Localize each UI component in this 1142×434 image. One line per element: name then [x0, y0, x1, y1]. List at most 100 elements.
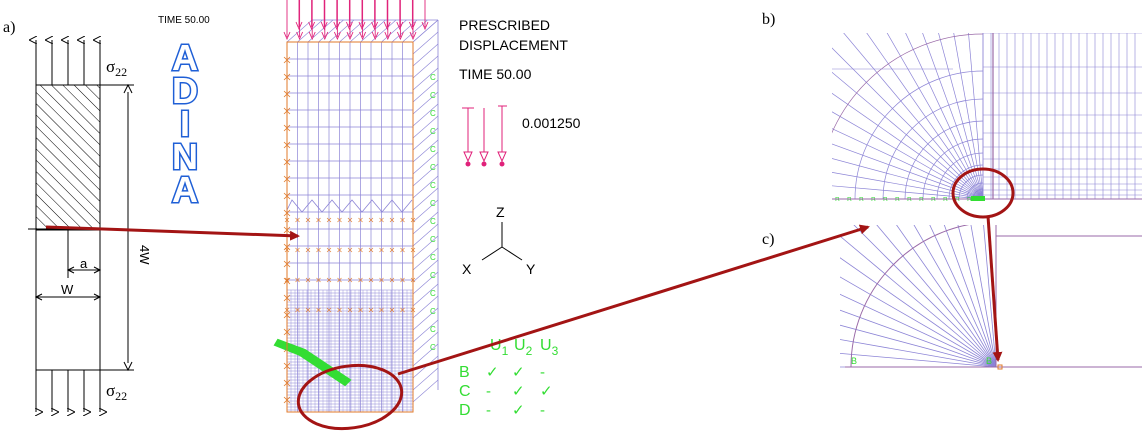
adina-logo-letter: A: [172, 37, 198, 78]
mesh-line: [412, 259, 439, 283]
mesh-line: [412, 139, 439, 163]
fixity-marker: C: [430, 217, 436, 226]
mesh-line: [339, 19, 365, 43]
load-arrowhead: [408, 21, 416, 31]
bc-row-label: C: [459, 383, 471, 400]
fixity-marker: C: [430, 253, 436, 262]
mesh-line: [853, 225, 997, 368]
mesh-line: [983, 225, 997, 368]
fixity-marker: C: [430, 289, 436, 298]
fixity-marker: C: [430, 109, 436, 118]
load-arrowhead: [396, 31, 404, 41]
fixity-marker: B: [883, 197, 888, 204]
mesh-line: [402, 19, 428, 43]
bc-marker: [295, 217, 300, 223]
bc-row-label: B: [459, 364, 470, 381]
bc-marker: [379, 307, 384, 313]
bc-marker: [295, 277, 300, 283]
bc-marker: [347, 307, 353, 313]
bc-header: U2: [514, 337, 533, 358]
mesh-line: [913, 225, 997, 368]
displacement-legend: PRESCRIBED DISPLACEMENT TIME 50.00 0.001…: [459, 17, 581, 167]
load-arrowhead: [320, 21, 328, 31]
bc-cell: -: [540, 402, 545, 419]
load-arrowhead: [371, 31, 379, 41]
bc-marker: [316, 307, 321, 313]
load-arrowhead: [308, 31, 316, 41]
mesh-line: [968, 33, 984, 200]
axes-triad: [481, 222, 523, 261]
load-arrowhead: [346, 31, 354, 41]
bc-cell: -: [540, 364, 545, 381]
crack-label: a: [80, 256, 88, 271]
fixity-marker: B: [859, 197, 864, 204]
mesh-line: [412, 355, 439, 379]
bc-marker: [347, 277, 353, 283]
mesh-line: [412, 175, 439, 199]
fixity-marker: B: [986, 356, 992, 366]
mesh-arc: [850, 225, 970, 368]
adina-logo-letter: A: [172, 169, 198, 210]
mesh-line: [840, 324, 997, 368]
mesh-arc: [882, 98, 984, 200]
mesh-line: [832, 71, 984, 200]
bc-marker: [326, 217, 332, 223]
bc-marker: [295, 307, 300, 313]
mesh-arc: [948, 164, 984, 200]
bc-marker: [326, 277, 332, 283]
load-arrowhead: [308, 21, 316, 31]
fixity-marker: C: [430, 181, 436, 190]
bc-marker: [326, 247, 332, 253]
legend-arrow-dot: [499, 161, 505, 167]
bc-marker: [295, 247, 300, 253]
bc-marker: [379, 217, 384, 223]
mesh-line: [412, 67, 439, 91]
load-arrowhead: [333, 31, 341, 41]
load-arrowhead: [333, 21, 341, 31]
fixity-marker: C: [430, 343, 436, 352]
stress-bottom-label: σ22: [106, 381, 127, 403]
load-arrowhead: [295, 21, 303, 31]
top-load-arrows: [36, 40, 100, 85]
mesh-line: [840, 235, 997, 368]
bc-marker: [337, 217, 342, 223]
bc-cell: ✓: [512, 402, 525, 419]
load-arrowhead: [283, 31, 291, 41]
load-arrowhead: [384, 31, 392, 41]
specimen-diagram: a) σ22 σ22: [3, 19, 152, 412]
fixity-marker: C: [430, 127, 436, 136]
mesh-line: [876, 225, 997, 368]
fixity-marker: B: [919, 197, 924, 204]
adina-time-label: TIME 50.00: [158, 15, 210, 26]
mesh-line: [905, 33, 984, 200]
bc-marker: [316, 247, 321, 253]
legend-arrow-dot: [465, 161, 471, 167]
mesh-line: [412, 331, 439, 355]
mesh-line: [840, 309, 997, 368]
mesh-line: [840, 352, 997, 368]
bc-marker: [400, 277, 405, 283]
highlight-annotations: [45, 167, 1015, 431]
fixity-marker: C: [430, 73, 436, 82]
mesh-line: [412, 55, 439, 79]
bc-marker: [358, 277, 363, 283]
mesh-line: [412, 319, 439, 343]
legend-arrowhead: [497, 151, 507, 163]
legend-arrows: [462, 105, 507, 167]
mesh-line: [412, 43, 439, 67]
legend-magnitude: 0.001250: [522, 115, 581, 131]
bc-marker: [347, 217, 353, 223]
adina-logo-letter: I: [180, 103, 190, 144]
mesh-arc: [904, 120, 984, 200]
crack-tip-node: [997, 364, 1003, 370]
legend-arrowhead: [463, 151, 473, 163]
axis-y-label: Y: [526, 261, 536, 277]
bc-marker: [358, 217, 363, 223]
mesh-line: [832, 92, 984, 200]
bc-cell: ✓: [540, 383, 553, 400]
bc-marker: [337, 307, 342, 313]
fixity-marker: C: [430, 199, 436, 208]
fixity-marker: C: [430, 91, 436, 100]
height-dimension: [100, 83, 134, 372]
